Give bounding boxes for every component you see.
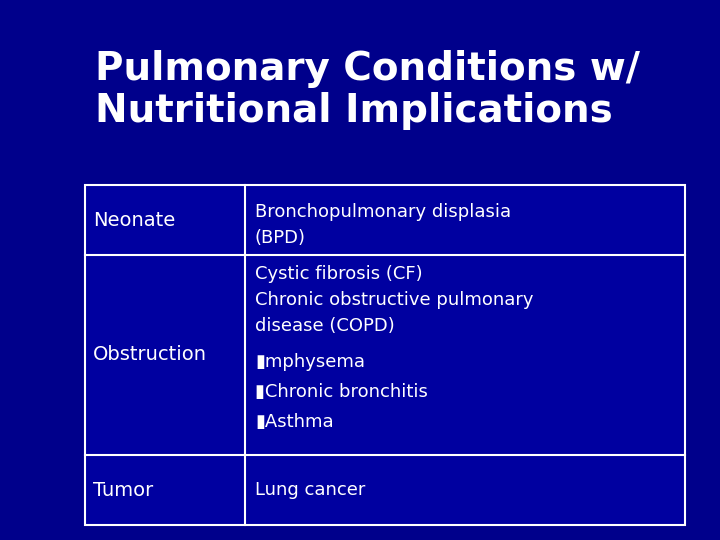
Text: Pulmonary Conditions w/
Nutritional Implications: Pulmonary Conditions w/ Nutritional Impl… [95, 50, 640, 130]
Bar [85, 455, 245, 525]
Bar [245, 455, 685, 525]
Text: ▮Asthma: ▮Asthma [255, 413, 333, 431]
Text: Cystic fibrosis (CF): Cystic fibrosis (CF) [255, 265, 423, 283]
Text: Tumor: Tumor [93, 481, 153, 500]
Text: Neonate: Neonate [93, 211, 175, 229]
Text: (BPD): (BPD) [255, 229, 306, 247]
Text: ▮Chronic bronchitis: ▮Chronic bronchitis [255, 383, 428, 401]
Text: Obstruction: Obstruction [93, 346, 207, 365]
Bar [85, 255, 245, 455]
Text: Lung cancer: Lung cancer [255, 481, 365, 499]
Text: disease (COPD): disease (COPD) [255, 317, 395, 335]
Text: Bronchopulmonary displasia: Bronchopulmonary displasia [255, 203, 511, 221]
Text: Chronic obstructive pulmonary: Chronic obstructive pulmonary [255, 291, 534, 309]
Bar [85, 185, 685, 525]
Bar [245, 255, 685, 455]
Bar [245, 185, 685, 255]
Text: ▮mphysema: ▮mphysema [255, 353, 365, 371]
Bar [85, 185, 245, 255]
